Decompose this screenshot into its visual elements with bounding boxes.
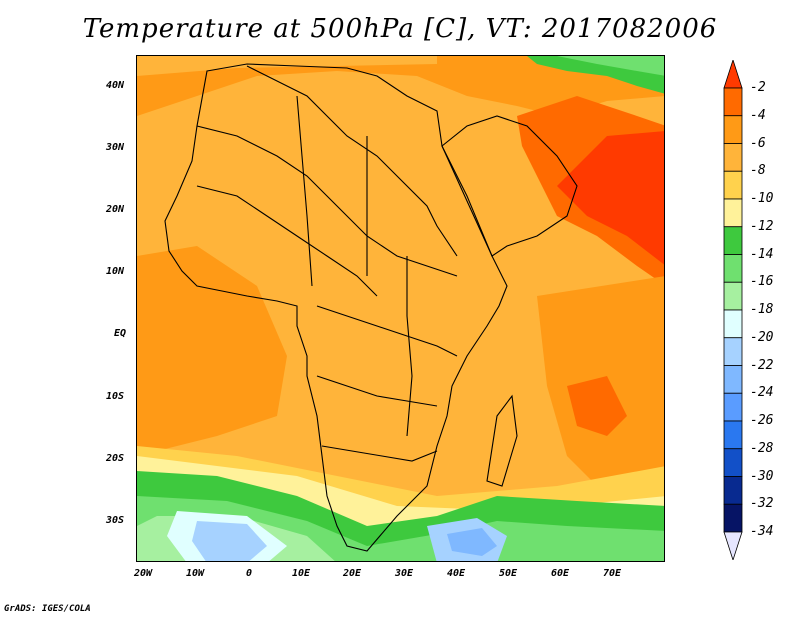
colorbar-bin [723,226,743,255]
lon-label-10e: 10E [292,568,311,579]
colorbar-bin [723,309,743,339]
border-1 [246,65,458,257]
colorbar-tick-label: -22 [750,357,774,373]
map-title: Temperature at 500hPa [C], VT: 201708200… [82,14,718,44]
colorbar-tick-label: -12 [750,218,774,234]
colorbar-bottom-arrow [723,531,743,560]
colorbar-tick-label: -8 [750,163,766,179]
temperature-map [136,55,665,562]
colorbar-tick-label: -26 [750,413,774,428]
border-6 [321,445,438,462]
border-3 [196,185,378,297]
lat-label-eq: EQ [114,328,127,339]
colorbar-tick-label: -16 [750,274,774,290]
colorbar-tick-label: -20 [750,329,774,345]
colorbar-bin [723,170,743,200]
lat-label-30n: 30N [106,142,125,153]
border-9 [406,256,413,437]
colorbar-tick-label: -18 [750,302,774,317]
coastlines [164,63,578,552]
colorbar-tick-label: -32 [750,496,774,512]
colorbar-tick-label: -14 [750,246,774,262]
colorbar-tick-label: -28 [750,440,774,456]
colorbar-tick-label: -6 [750,135,766,151]
lon-label-60e: 60E [551,568,570,579]
field-north [137,56,664,116]
colorbar-tick-label: -4 [750,107,766,123]
colorbar-tick-label: -34 [750,524,774,539]
field-south-coldest-core [447,528,497,556]
madagascar [486,394,518,487]
colorbar [723,60,743,560]
colorbar-bin [723,392,743,422]
africa-coast [164,63,508,552]
colorbar-bin [723,198,743,228]
field-atlantic [137,246,287,456]
colorbar-bin [723,143,743,172]
colorbar-tick-label: -30 [750,468,774,484]
border-4 [316,305,458,357]
colorbar-top-arrow [723,60,743,89]
lat-label-20n: 20N [106,204,125,215]
temperature-field [137,56,664,561]
lon-label-30e: 30E [395,568,414,579]
colorbar-bin [723,115,743,144]
lon-label-50e: 50E [499,568,518,579]
lat-label-40n: 40N [106,80,125,91]
lat-label-10s: 10S [106,391,125,402]
field-arabia-hot [557,131,664,265]
colorbar-bin [723,476,743,505]
lat-label-20s: 20S [106,453,125,464]
colorbar-bin [723,281,743,311]
colorbar-bin [723,448,743,477]
lon-label-20w: 20W [134,568,153,579]
colorbar-tick-label: -2 [750,80,766,95]
colorbar-bin [723,420,743,450]
colorbar-bin [723,87,743,117]
lat-label-30s: 30S [106,515,125,526]
lon-label-70e: 70E [603,568,622,579]
colorbar-bin [723,365,743,394]
lon-label-10w: 10W [186,568,205,579]
lat-label-10n: 10N [106,266,125,277]
lon-label-40e: 40E [447,568,466,579]
field-north-cooler [557,56,664,76]
colorbar-bin [723,337,743,366]
arabia-coast [441,115,578,257]
border-2 [196,125,458,277]
colorbar-bin [723,254,743,283]
colorbar-bin [723,503,743,533]
field-indian-warm [567,376,627,436]
credit-text: GrADS: IGES/COLA [4,604,91,614]
colorbar-tick-label: -24 [750,385,774,401]
lon-label-0: 0 [246,568,253,579]
lon-label-20e: 20E [343,568,362,579]
field-south-coldest-w [192,521,267,561]
border-5 [316,375,438,407]
border-8 [296,95,313,287]
colorbar-tick-label: -10 [750,191,774,206]
